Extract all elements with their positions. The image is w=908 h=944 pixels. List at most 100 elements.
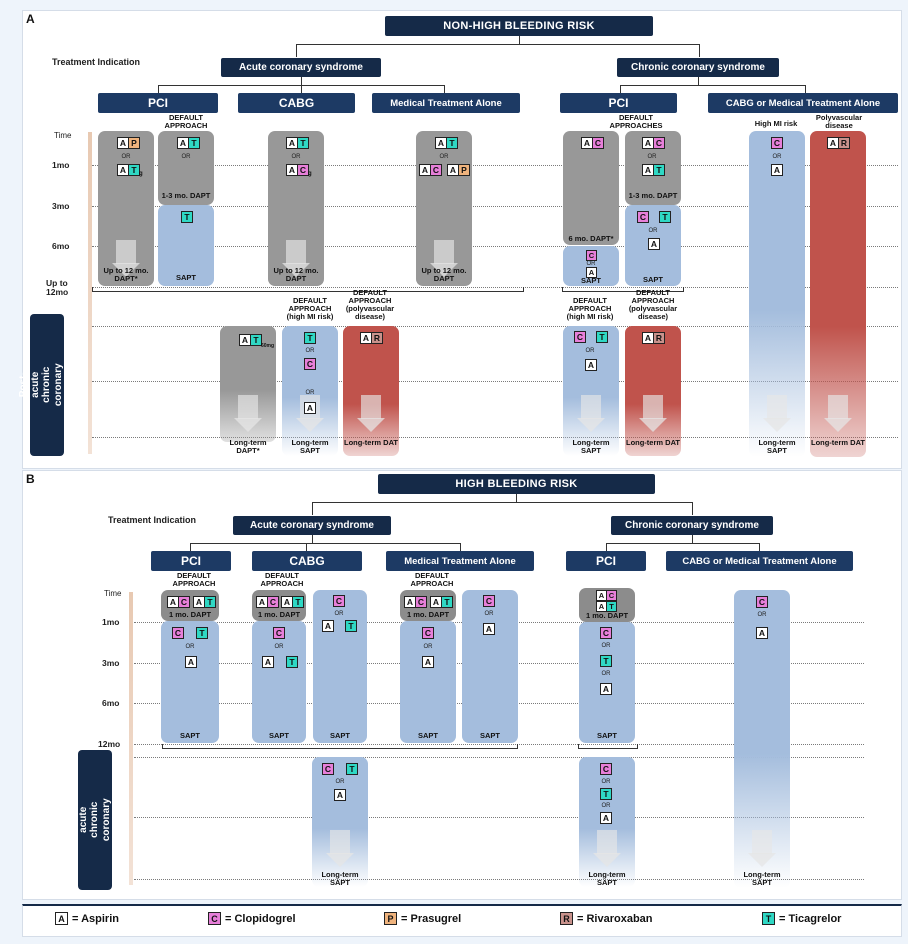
connector	[301, 85, 302, 93]
drug-aspirin: A	[642, 332, 654, 344]
gridline	[134, 757, 864, 758]
mta-header: Medical Treatment Alone	[372, 93, 520, 113]
cabg-or-mta-header: CABG or Medical Treatment Alone	[708, 93, 898, 113]
bracket	[92, 287, 524, 292]
arrow-down	[748, 853, 776, 867]
drug-ticagrelor: T	[128, 164, 140, 176]
default-approach-label: DEFAULT APPROACH (polyvascular disease)	[628, 288, 678, 321]
drug-ticagrelor: T	[346, 763, 358, 775]
caption: 6 mo. DAPT*	[568, 234, 614, 243]
time-6mo: 6mo	[52, 241, 70, 251]
drug-aspirin: A	[419, 164, 431, 176]
dapt-bar	[563, 131, 619, 245]
drug-clopidogrel: C	[756, 596, 768, 608]
caption: SAPT	[417, 731, 438, 740]
caption: Long-term DAT	[343, 438, 399, 447]
gridline	[92, 165, 898, 166]
drug-clopidogrel: C	[333, 595, 345, 607]
ticagrelor-icon: T	[762, 912, 775, 925]
dose-note: g	[308, 171, 312, 177]
default-approach-label: DEFAULT APPROACH	[172, 571, 216, 588]
drug-clopidogrel: C	[273, 627, 285, 639]
drug-ticagrelor: T	[600, 655, 612, 667]
time-label: Time	[104, 589, 122, 598]
drug-aspirin: A	[585, 359, 597, 371]
caption: 1 mo. DAPT	[168, 610, 212, 619]
sapt-bar	[312, 757, 368, 887]
drug-clopidogrel: C	[172, 627, 184, 639]
arrow-shaft	[286, 240, 306, 264]
connector	[692, 502, 693, 515]
acs-header: Acute coronary syndrome	[233, 516, 391, 535]
arrow-down	[824, 418, 852, 432]
connector	[296, 44, 297, 57]
bracket	[578, 744, 638, 749]
ccs-header: Chronic coronary syndrome	[611, 516, 773, 535]
gridline	[92, 437, 898, 438]
or-label: OR	[586, 261, 596, 267]
or-label: OR	[585, 348, 595, 354]
caption: SAPT	[268, 731, 289, 740]
bracket	[162, 744, 518, 749]
legend-rivaroxaban: R = Rivaroxaban	[560, 912, 653, 925]
connector	[759, 543, 760, 551]
caption: Long-term SAPT	[291, 438, 329, 455]
drug-ticagrelor: T	[196, 627, 208, 639]
dat-bar	[343, 326, 399, 456]
caption: Long-term DAT	[810, 438, 866, 447]
caption: SAPT	[596, 731, 617, 740]
panel-a-letter: A	[26, 12, 35, 26]
drug-aspirin: A	[600, 812, 612, 824]
arrow-shaft	[752, 830, 772, 854]
arrow-shaft	[116, 240, 136, 264]
sapt-bar	[462, 590, 518, 743]
drug-aspirin: A	[334, 789, 346, 801]
or-label: OR	[185, 644, 195, 650]
drug-ticagrelor: T	[606, 601, 617, 612]
sapt-bar	[161, 621, 219, 743]
cabg-or-mta-header: CABG or Medical Treatment Alone	[666, 551, 853, 571]
time-axis	[88, 132, 92, 454]
sapt-bar	[282, 326, 338, 456]
drug-aspirin: A	[304, 402, 316, 414]
default-approach-label: DEFAULT APPROACH	[164, 113, 208, 130]
connector	[519, 36, 520, 44]
caption: Up to 12 mo. DAPT*	[103, 266, 149, 283]
caption: SAPT	[580, 276, 601, 285]
drug-rivaroxaban: R	[653, 332, 665, 344]
drug-aspirin: A	[117, 164, 129, 176]
drug-aspirin: A	[430, 596, 442, 608]
treatment-indication-label: Treatment Indication	[108, 515, 197, 525]
post-acute-label-a: Post-acute chronic coronary syndrome	[18, 314, 75, 456]
drug-aspirin: A	[262, 656, 274, 668]
sapt-bar	[563, 326, 619, 456]
caption: Long-term SAPT	[321, 870, 359, 887]
ccs-pci-header: PCI	[566, 551, 646, 571]
or-label: OR	[772, 154, 782, 160]
or-label: OR	[334, 611, 344, 617]
drug-aspirin: A	[648, 238, 660, 250]
caption: Up to 12 mo. DAPT	[273, 266, 319, 283]
arrow-shaft	[434, 240, 454, 264]
drug-clopidogrel: C	[592, 137, 604, 149]
gridline	[92, 246, 898, 247]
time-12mo: Up to 12mo	[46, 278, 69, 298]
or-label: OR	[305, 390, 315, 396]
drug-clopidogrel: C	[606, 590, 617, 601]
treatment-indication-label: Treatment Indication	[52, 57, 141, 67]
post-acute-label-b: Post-acute chronic coronary syndrome	[66, 750, 123, 890]
drug-prasugrel: P	[128, 137, 140, 149]
connector	[606, 543, 759, 544]
time-3mo: 3mo	[102, 658, 120, 668]
drug-clopidogrel: C	[574, 331, 586, 343]
time-3mo: 3mo	[52, 201, 70, 211]
caption: Long-term SAPT	[588, 870, 626, 887]
arrow-down	[593, 853, 621, 867]
arrow-down	[577, 418, 605, 432]
clopidogrel-icon: C	[208, 912, 221, 925]
cabg-header: CABG	[252, 551, 362, 571]
caption: Long-term SAPT	[572, 438, 610, 455]
drug-ticagrelor: T	[659, 211, 671, 223]
caption: SAPT	[179, 731, 200, 740]
drug-clopidogrel: C	[600, 763, 612, 775]
